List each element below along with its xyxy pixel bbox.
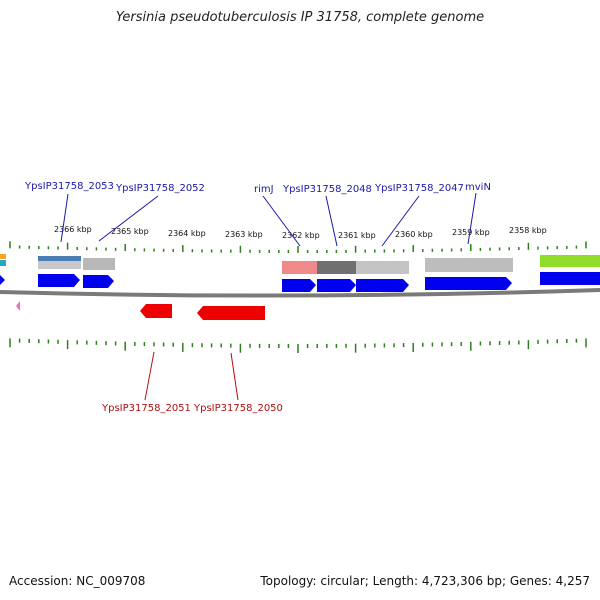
feature-bar bbox=[38, 256, 81, 261]
reverse-gene[interactable] bbox=[140, 304, 172, 318]
feature-bar bbox=[282, 261, 317, 274]
forward-gene[interactable] bbox=[356, 279, 409, 292]
forward-genes bbox=[0, 272, 600, 292]
feature-bar bbox=[0, 260, 6, 266]
kbp-label: 2362 kbp bbox=[282, 231, 320, 240]
feature-bar bbox=[83, 258, 115, 270]
forward-gene[interactable] bbox=[317, 279, 356, 292]
forward-gene[interactable] bbox=[425, 277, 512, 290]
kbp-label: 2358 kbp bbox=[509, 226, 547, 235]
tick-row-bottom bbox=[9, 338, 587, 353]
feature-bar bbox=[540, 255, 600, 267]
feature-bar bbox=[38, 261, 81, 269]
forward-gene[interactable] bbox=[38, 274, 80, 287]
gene-label[interactable]: YpsIP31758_2047 bbox=[374, 183, 464, 194]
topology-text: Topology: circular; Length: 4,723,306 bp… bbox=[260, 574, 590, 588]
gene-label[interactable]: mviN bbox=[465, 182, 491, 193]
forward-gene[interactable] bbox=[0, 275, 5, 285]
forward-gene[interactable] bbox=[83, 275, 114, 288]
forward-gene[interactable] bbox=[282, 279, 316, 292]
label-leaders bbox=[60, 192, 477, 401]
reverse-gene[interactable] bbox=[197, 306, 265, 320]
accession-text: Accession: NC_009708 bbox=[9, 574, 146, 588]
feature-bar bbox=[356, 261, 409, 274]
gene-label[interactable]: YpsIP31758_2051 bbox=[101, 403, 191, 414]
gene-labels-top: YpsIP31758_2053 YpsIP31758_2052 rimJ Yps… bbox=[24, 181, 491, 195]
feature-bar bbox=[0, 254, 6, 259]
kbp-label: 2360 kbp bbox=[395, 230, 433, 239]
gene-labels-bottom: YpsIP31758_2051 YpsIP31758_2050 bbox=[101, 403, 283, 414]
genome-backbone bbox=[0, 288, 600, 298]
kbp-label: 2365 kbp bbox=[111, 227, 149, 236]
kbp-label: 2363 kbp bbox=[225, 230, 263, 239]
gene-label[interactable]: YpsIP31758_2050 bbox=[193, 403, 283, 414]
gene-label[interactable]: YpsIP31758_2048 bbox=[282, 184, 372, 195]
kbp-label: 2366 kbp bbox=[54, 225, 92, 234]
kbp-label: 2364 kbp bbox=[168, 229, 206, 238]
tick-row-top bbox=[9, 241, 587, 253]
reverse-genes bbox=[16, 301, 265, 320]
gene-label[interactable]: YpsIP31758_2052 bbox=[115, 183, 205, 194]
kbp-label: 2361 kbp bbox=[338, 231, 376, 240]
kbp-scale: 2366 kbp 2365 kbp 2364 kbp 2363 kbp 2362… bbox=[54, 225, 547, 240]
gene-label[interactable]: YpsIP31758_2053 bbox=[24, 181, 114, 192]
map-title: Yersinia pseudotuberculosis IP 31758, co… bbox=[115, 10, 485, 25]
feature-bar bbox=[425, 258, 513, 272]
gene-label[interactable]: rimJ bbox=[254, 184, 274, 195]
feature-bar bbox=[317, 261, 356, 274]
reverse-gene[interactable] bbox=[16, 301, 20, 311]
kbp-label: 2359 kbp bbox=[452, 228, 490, 237]
forward-gene[interactable] bbox=[540, 272, 600, 285]
feature-track bbox=[0, 254, 600, 274]
